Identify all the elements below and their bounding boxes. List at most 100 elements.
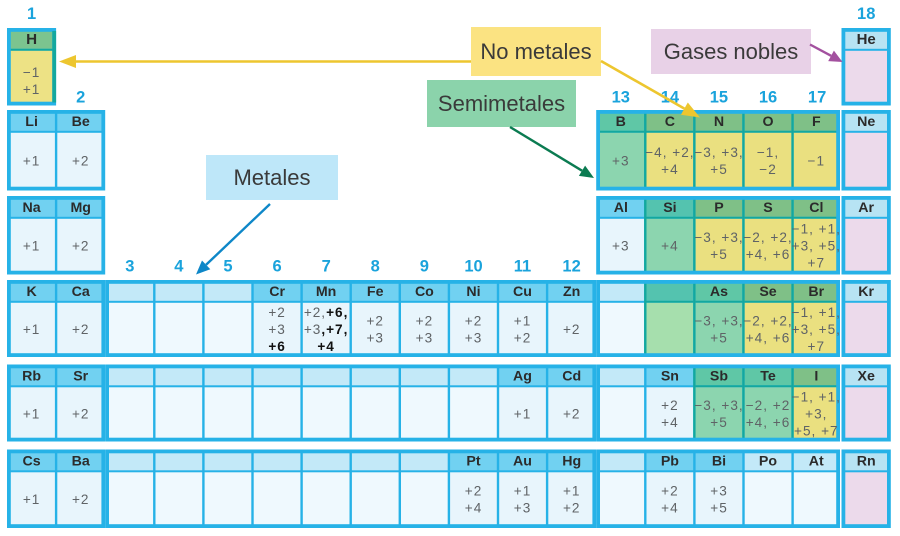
svg-text:Cd: Cd xyxy=(562,368,581,384)
svg-text:−1, +1,: −1, +1, xyxy=(792,305,841,320)
svg-text:P: P xyxy=(714,200,723,216)
svg-text:C: C xyxy=(665,114,675,130)
svg-text:Semimetales: Semimetales xyxy=(438,91,565,116)
svg-text:Ni: Ni xyxy=(466,284,480,300)
svg-text:16: 16 xyxy=(759,89,777,107)
svg-text:−2, +2: −2, +2 xyxy=(746,398,791,413)
svg-text:He: He xyxy=(857,31,876,48)
svg-text:+2: +2 xyxy=(661,484,679,499)
svg-text:−3, +3,: −3, +3, xyxy=(694,230,743,245)
svg-text:Li: Li xyxy=(25,114,38,130)
svg-text:Ag: Ag xyxy=(513,368,532,384)
svg-text:Mn: Mn xyxy=(316,284,337,300)
svg-text:Cr: Cr xyxy=(269,284,285,300)
svg-text:−2, +2,: −2, +2, xyxy=(743,230,792,245)
svg-text:6: 6 xyxy=(273,258,282,276)
svg-text:+2: +2 xyxy=(514,330,532,345)
svg-text:+3: +3 xyxy=(268,322,286,337)
svg-text:+3,: +3, xyxy=(805,406,827,421)
svg-text:+3: +3 xyxy=(366,330,384,345)
svg-text:Cl: Cl xyxy=(809,200,823,216)
svg-text:+2: +2 xyxy=(563,406,581,421)
svg-text:+1: +1 xyxy=(563,484,581,499)
svg-text:Ne: Ne xyxy=(857,114,875,130)
svg-text:+2: +2 xyxy=(563,322,581,337)
svg-text:13: 13 xyxy=(612,89,630,107)
svg-text:−3, +3,: −3, +3, xyxy=(694,145,743,160)
svg-text:−1, +1,: −1, +1, xyxy=(792,389,841,404)
svg-text:+7: +7 xyxy=(808,256,826,271)
svg-text:+3: +3 xyxy=(612,239,630,254)
svg-text:As: As xyxy=(710,284,728,300)
svg-text:I: I xyxy=(814,368,818,384)
svg-text:Mg: Mg xyxy=(70,200,91,216)
svg-text:+4: +4 xyxy=(465,501,483,516)
svg-text:+6: +6 xyxy=(268,339,286,354)
svg-text:Metales: Metales xyxy=(233,165,310,190)
svg-text:4: 4 xyxy=(174,258,184,276)
svg-text:−2: −2 xyxy=(759,162,777,177)
svg-text:+1: +1 xyxy=(514,484,532,499)
svg-text:+1: +1 xyxy=(23,492,41,507)
svg-text:−2, +2,: −2, +2, xyxy=(743,313,792,328)
svg-text:+2: +2 xyxy=(465,484,483,499)
svg-text:Hg: Hg xyxy=(562,453,581,469)
svg-text:+5: +5 xyxy=(710,162,728,177)
svg-text:+2: +2 xyxy=(72,322,90,337)
svg-text:+1: +1 xyxy=(23,82,41,97)
svg-text:+4, +6: +4, +6 xyxy=(746,330,791,345)
svg-text:+4, +6: +4, +6 xyxy=(746,415,791,430)
svg-text:+2: +2 xyxy=(72,239,90,254)
svg-text:+4: +4 xyxy=(661,501,679,516)
svg-text:+1: +1 xyxy=(514,313,532,328)
svg-text:+1: +1 xyxy=(23,406,41,421)
svg-text:Gases nobles: Gases nobles xyxy=(664,39,799,64)
svg-text:11: 11 xyxy=(514,258,531,276)
svg-text:No metales: No metales xyxy=(480,39,591,64)
svg-text:O: O xyxy=(762,114,773,130)
svg-text:K: K xyxy=(26,284,37,300)
svg-text:+3,+7,: +3,+7, xyxy=(304,322,349,337)
svg-text:S: S xyxy=(763,200,772,216)
svg-text:+1: +1 xyxy=(23,239,41,254)
svg-text:7: 7 xyxy=(322,258,331,276)
svg-text:+2: +2 xyxy=(72,154,90,169)
svg-text:Sb: Sb xyxy=(710,368,728,384)
svg-text:Si: Si xyxy=(663,200,676,216)
svg-text:+3, +5,: +3, +5, xyxy=(792,322,841,337)
svg-text:−4, +2,: −4, +2, xyxy=(645,145,694,160)
svg-text:B: B xyxy=(616,114,626,130)
svg-text:+3: +3 xyxy=(416,330,434,345)
svg-text:1: 1 xyxy=(27,5,36,23)
svg-text:+2: +2 xyxy=(416,313,434,328)
svg-text:+2: +2 xyxy=(563,501,581,516)
svg-text:Sr: Sr xyxy=(73,368,88,384)
svg-text:+4: +4 xyxy=(661,239,679,254)
svg-text:+3: +3 xyxy=(465,330,483,345)
svg-text:+3: +3 xyxy=(514,501,532,516)
svg-text:+4: +4 xyxy=(661,415,679,430)
svg-text:+4, +6: +4, +6 xyxy=(746,247,791,262)
svg-text:Cu: Cu xyxy=(513,284,532,300)
svg-text:N: N xyxy=(714,114,724,130)
svg-text:10: 10 xyxy=(464,258,482,276)
svg-text:18: 18 xyxy=(857,5,875,23)
svg-text:−1, +1,: −1, +1, xyxy=(792,222,841,237)
svg-text:−1: −1 xyxy=(23,65,41,80)
svg-text:Co: Co xyxy=(415,284,434,300)
svg-text:+5: +5 xyxy=(710,247,728,262)
svg-text:Sn: Sn xyxy=(661,368,679,384)
svg-text:+5, +7: +5, +7 xyxy=(794,423,839,438)
svg-text:17: 17 xyxy=(808,89,826,107)
svg-text:Xe: Xe xyxy=(858,368,875,384)
svg-text:+2,+6,: +2,+6, xyxy=(304,305,349,320)
svg-text:+5: +5 xyxy=(710,501,728,516)
svg-text:Ba: Ba xyxy=(72,453,90,469)
svg-text:+5: +5 xyxy=(710,330,728,345)
svg-text:+2: +2 xyxy=(72,406,90,421)
svg-text:Rn: Rn xyxy=(857,453,876,469)
svg-text:Zn: Zn xyxy=(563,284,580,300)
svg-text:H: H xyxy=(26,31,37,48)
svg-text:+4: +4 xyxy=(661,162,679,177)
svg-text:Ca: Ca xyxy=(72,284,90,300)
